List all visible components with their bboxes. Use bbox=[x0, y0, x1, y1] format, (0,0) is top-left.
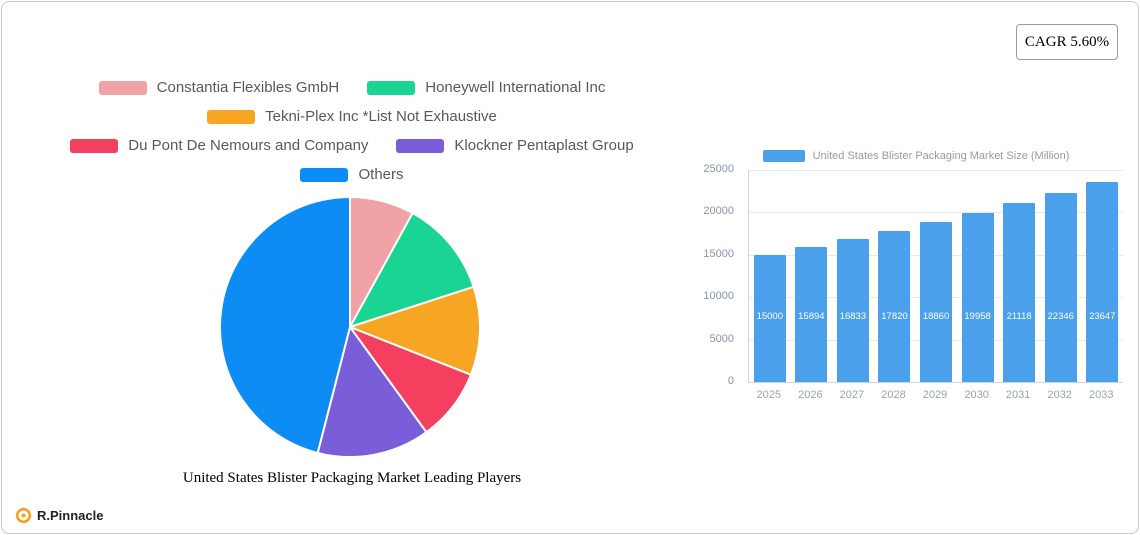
pie-legend: Constantia Flexibles GmbH Honeywell Inte… bbox=[42, 78, 662, 185]
x-axis-tick-label: 2025 bbox=[756, 389, 782, 401]
pie-slice-klockner-pentaplast-group[interactable] bbox=[316, 324, 428, 458]
legend-label: Honeywell International Inc bbox=[425, 79, 606, 96]
legend-swatch-icon bbox=[396, 139, 445, 153]
bar-2027[interactable]: 16833 bbox=[836, 239, 869, 382]
pie-slice-tekni-plex-inc-list-not-exhaustive[interactable] bbox=[347, 285, 481, 377]
x-axis-tick-label: 2030 bbox=[964, 389, 989, 401]
x-axis-tick-label: 2031 bbox=[1005, 389, 1031, 401]
pie-legend-item-honeywell[interactable]: Honeywell International Inc bbox=[367, 78, 605, 98]
bar-slot: 22346 bbox=[1040, 170, 1082, 382]
bar-slot: 16833 bbox=[832, 170, 874, 382]
bar-slot: 15894 bbox=[791, 170, 833, 382]
x-axis-tick-label: 2032 bbox=[1047, 389, 1072, 401]
bar-value-label: 15000 bbox=[756, 311, 783, 322]
legend-swatch-icon bbox=[367, 81, 416, 95]
pie-legend-item-du-pont[interactable]: Du Pont De Nemours and Company bbox=[70, 136, 368, 156]
bar-slot: 17820 bbox=[874, 170, 916, 382]
pie-chart-title: United States Blister Packaging Market L… bbox=[182, 470, 522, 486]
legend-label: Klockner Pentaplast Group bbox=[454, 137, 634, 154]
bar-legend-item[interactable]: United States Blister Packaging Market S… bbox=[700, 150, 1132, 162]
x-axis: 2025 2026 2027 2028 2029 2030 2031 2032 2033 bbox=[748, 389, 1122, 401]
x-axis-tick-label: 2026 bbox=[798, 389, 823, 401]
x-axis-tick-label: 2033 bbox=[1089, 389, 1114, 401]
gridline bbox=[749, 170, 1123, 171]
bar-2028[interactable]: 17820 bbox=[878, 230, 911, 382]
bar-2032[interactable]: 22346 bbox=[1044, 192, 1077, 382]
bar-2030[interactable]: 19958 bbox=[961, 212, 994, 382]
pie-slice-others[interactable] bbox=[219, 195, 351, 455]
bar-slot: 21118 bbox=[998, 170, 1040, 382]
bar-value-label: 23647 bbox=[1089, 311, 1116, 322]
brand-name: R.Pinnacle bbox=[37, 508, 104, 523]
bar-value-label: 21118 bbox=[1006, 311, 1032, 322]
brand-logo: R.Pinnacle bbox=[15, 507, 103, 524]
gridline bbox=[749, 212, 1123, 214]
x-axis-tick-label: 2027 bbox=[839, 389, 865, 401]
pie-legend-item-klockner[interactable]: Klockner Pentaplast Group bbox=[396, 136, 634, 156]
legend-swatch-icon bbox=[762, 150, 805, 162]
pie-legend-row: Du Pont De Nemours and Company Klockner … bbox=[42, 136, 662, 156]
bar-value-label: 15894 bbox=[798, 311, 825, 322]
legend-label: Constantia Flexibles GmbH bbox=[156, 79, 340, 96]
cagr-label: CAGR 5.60% bbox=[1024, 33, 1110, 50]
bar-value-label: 18860 bbox=[922, 311, 950, 322]
bar-legend-label: United States Blister Packaging Market S… bbox=[812, 150, 1070, 162]
pinnacle-logo-icon bbox=[15, 507, 32, 524]
pie-chart bbox=[215, 192, 485, 462]
bar-2031[interactable]: 21118 bbox=[1003, 202, 1036, 382]
y-axis-tick-label: 15000 bbox=[703, 247, 734, 260]
legend-swatch-icon bbox=[300, 168, 349, 182]
bar-value-label: 17820 bbox=[881, 311, 908, 322]
y-axis-tick-label: 5000 bbox=[709, 332, 734, 345]
pie-legend-row: Others bbox=[42, 165, 662, 185]
bar-2029[interactable]: 18860 bbox=[920, 222, 953, 382]
legend-label: Others bbox=[358, 166, 404, 183]
bar-2025[interactable]: 15000 bbox=[753, 254, 786, 382]
legend-swatch-icon bbox=[70, 139, 119, 153]
bar-2033[interactable]: 23647 bbox=[1086, 181, 1119, 382]
y-axis-tick-label: 20000 bbox=[703, 205, 734, 218]
pie-slice-honeywell-international-inc[interactable] bbox=[347, 211, 475, 329]
bar-slot: 19958 bbox=[957, 170, 999, 382]
bar-2026[interactable]: 15894 bbox=[795, 247, 828, 382]
pie-chart-svg bbox=[219, 195, 481, 458]
pie-legend-item-tekni-plex[interactable]: Tekni-Plex Inc *List Not Exhaustive bbox=[207, 107, 497, 127]
pie-legend-item-constantia-flexibles[interactable]: Constantia Flexibles GmbH bbox=[98, 78, 340, 98]
legend-swatch-icon bbox=[207, 110, 256, 124]
bar-slot: 23647 bbox=[1082, 170, 1124, 382]
bar-chart: 0 5000 10000 15000 20000 25000 15000 15894 1683… bbox=[700, 163, 1132, 415]
pie-legend-row: Constantia Flexibles GmbH Honeywell Inte… bbox=[42, 78, 662, 98]
bar-value-label: 22346 bbox=[1047, 311, 1074, 322]
legend-label: Tekni-Plex Inc *List Not Exhaustive bbox=[265, 108, 497, 125]
y-axis-tick-label: 0 bbox=[727, 375, 734, 387]
pie-legend-row: Tekni-Plex Inc *List Not Exhaustive bbox=[42, 107, 662, 127]
y-axis: 0 5000 10000 15000 20000 25000 bbox=[700, 163, 742, 387]
bar-value-label: 16833 bbox=[839, 311, 867, 322]
pie-legend-item-others[interactable]: Others bbox=[300, 165, 404, 185]
legend-label: Du Pont De Nemours and Company bbox=[128, 137, 369, 154]
x-axis-tick-label: 2028 bbox=[881, 389, 906, 401]
bar-value-label: 19958 bbox=[964, 311, 991, 322]
bar-slot: 15000 bbox=[749, 170, 791, 382]
y-axis-tick-label: 25000 bbox=[703, 163, 734, 175]
bar-slot: 18860 bbox=[915, 170, 957, 382]
cagr-badge: CAGR 5.60% bbox=[1016, 24, 1118, 60]
legend-swatch-icon bbox=[98, 81, 147, 95]
x-axis-tick-label: 2029 bbox=[922, 389, 948, 401]
y-axis-tick-label: 10000 bbox=[703, 290, 734, 303]
bar-plot-area: 15000 15894 16833 17820 18860 19958 21118 22346… bbox=[748, 170, 1123, 383]
